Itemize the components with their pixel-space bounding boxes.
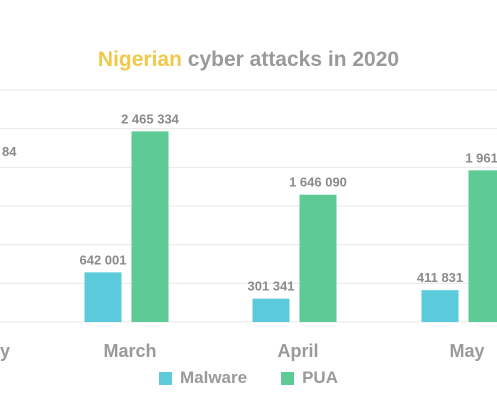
bar-pua-april xyxy=(299,194,337,322)
x-tick-label: y xyxy=(0,341,10,361)
data-label: 2 465 334 xyxy=(121,111,180,126)
data-label: 84 xyxy=(2,144,17,159)
bar-malware-april xyxy=(252,298,290,322)
legend-swatch-malware xyxy=(159,371,172,385)
data-label: 1 646 090 xyxy=(289,175,347,190)
bar-pua-may xyxy=(468,170,497,322)
bar-malware-may xyxy=(421,290,459,322)
x-tick-label: May xyxy=(449,341,484,361)
data-label: 301 341 xyxy=(248,279,295,294)
legend-item-malware[interactable]: Malware xyxy=(159,368,247,388)
data-label: 411 831 xyxy=(417,270,463,285)
legend-swatch-pua xyxy=(281,371,295,385)
x-tick-label: April xyxy=(277,341,318,361)
chart-title: Nigerian cyber attacks in 2020 xyxy=(0,48,497,72)
legend-item-pua[interactable]: PUA xyxy=(281,368,338,388)
legend-label-pua: PUA xyxy=(302,368,338,387)
bar-malware-march xyxy=(84,272,122,322)
x-tick-label: March xyxy=(103,341,156,361)
legend: Malware PUA xyxy=(0,368,497,388)
data-label: 1 961 0 xyxy=(465,150,497,165)
title-rest: cyber attacks in 2020 xyxy=(181,48,400,71)
legend-label-malware: Malware xyxy=(180,368,248,387)
data-label: 642 001 xyxy=(80,252,127,267)
bar-pua-march xyxy=(131,131,169,322)
title-highlight: Nigerian xyxy=(97,48,182,71)
